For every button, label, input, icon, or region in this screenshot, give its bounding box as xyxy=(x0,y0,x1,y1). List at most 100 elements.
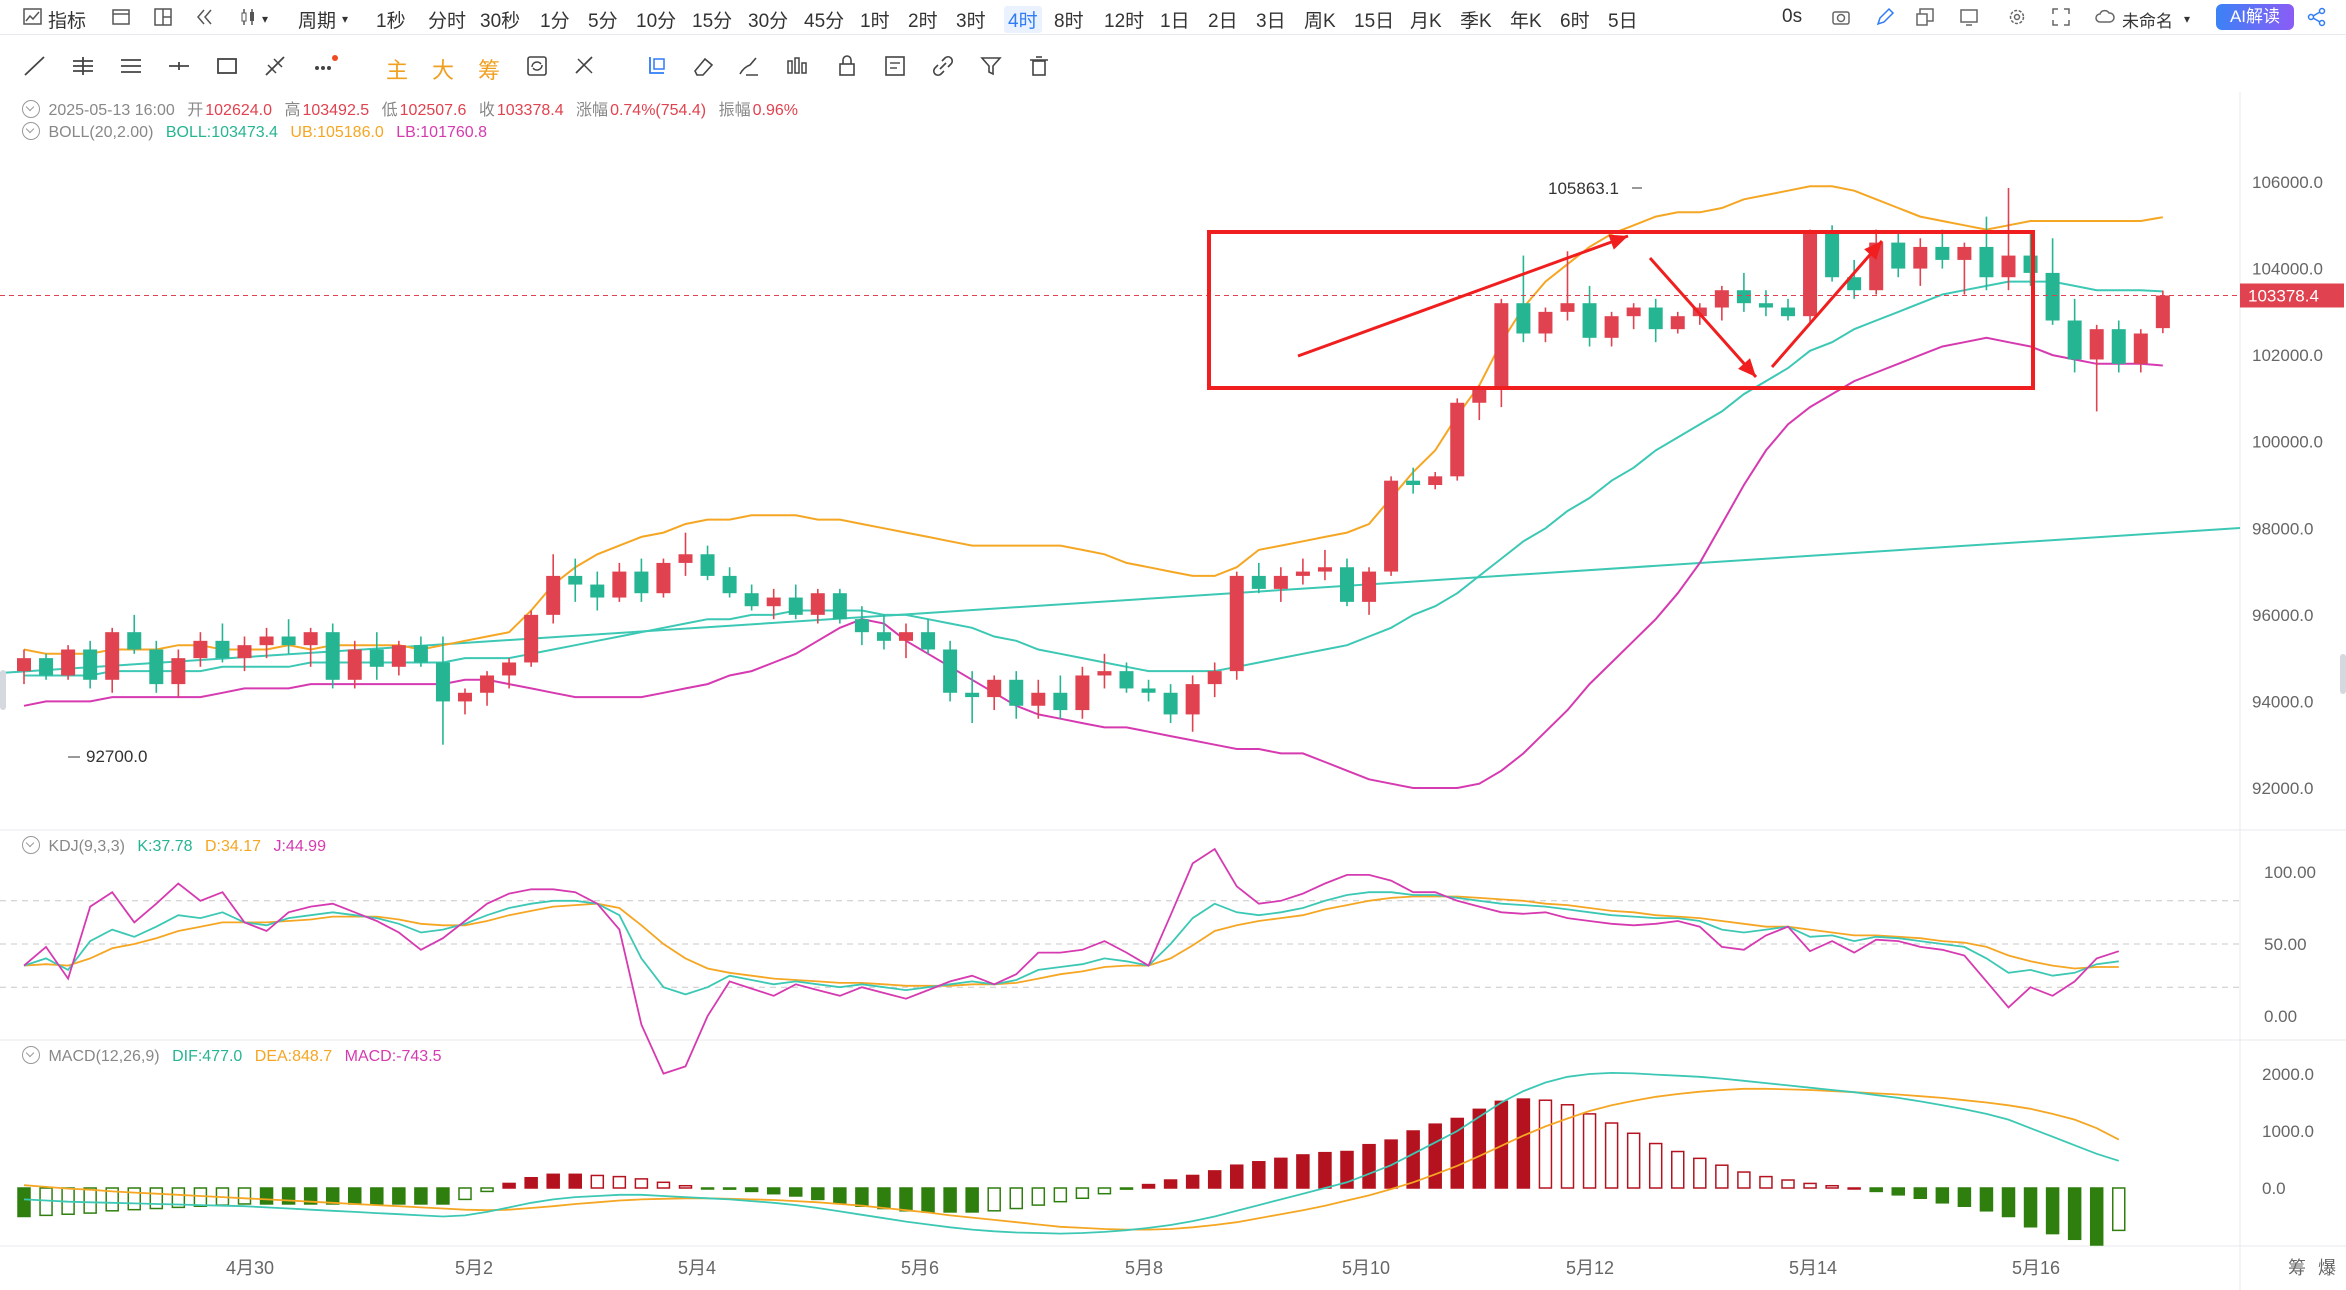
candle-body xyxy=(1582,303,1597,338)
candle-body xyxy=(899,632,913,641)
trash-icon[interactable] xyxy=(1026,53,1052,79)
gear-icon[interactable] xyxy=(2006,6,2028,28)
period-chevron-down-icon[interactable]: ▾ xyxy=(342,12,349,26)
candle-body xyxy=(171,658,186,685)
macd-histogram-bar xyxy=(1671,1150,1685,1189)
rectangle-icon[interactable] xyxy=(214,53,240,79)
period-0[interactable]: 1秒 xyxy=(376,11,406,32)
macd-histogram-bar xyxy=(1803,1182,1817,1189)
candle-body xyxy=(1317,567,1332,572)
macd-histogram-bar xyxy=(1163,1179,1178,1189)
candle-body xyxy=(480,675,495,693)
period-21[interactable]: 季K xyxy=(1460,11,1492,32)
collapse-icon[interactable] xyxy=(22,122,40,140)
tools-icon[interactable] xyxy=(572,53,598,79)
camera-icon[interactable] xyxy=(1830,6,1852,28)
period-7[interactable]: 30分 xyxy=(748,11,789,32)
period-3[interactable]: 1分 xyxy=(540,11,570,32)
period-24[interactable]: 5日 xyxy=(1608,11,1638,32)
fullscreen-icon[interactable] xyxy=(2050,6,2072,28)
drawn-rectangle xyxy=(1207,230,2035,390)
indicator-button[interactable]: 指标 xyxy=(48,11,87,32)
chevron-down-icon[interactable]: ▾ xyxy=(262,12,269,26)
period-12[interactable]: 4时 xyxy=(1004,6,1042,33)
period-16[interactable]: 2日 xyxy=(1208,11,1238,32)
macd-histogram-bar xyxy=(1119,1187,1134,1190)
layout-name-dropdown[interactable]: 未命名 xyxy=(2122,12,2173,31)
indicator-icon[interactable] xyxy=(22,6,44,28)
layout-icon[interactable] xyxy=(152,6,174,28)
period-18[interactable]: 周K xyxy=(1304,11,1336,32)
period-11[interactable]: 3时 xyxy=(956,11,986,32)
link-icon[interactable] xyxy=(930,53,956,79)
period-23[interactable]: 6时 xyxy=(1560,11,1590,32)
period-4[interactable]: 5分 xyxy=(588,11,618,32)
overlay-toggle-1[interactable]: 大 xyxy=(432,58,455,83)
period-2[interactable]: 30秒 xyxy=(480,11,521,32)
horizontal-line-icon[interactable] xyxy=(166,53,192,79)
rewind-icon[interactable] xyxy=(194,6,216,28)
copy-window-icon[interactable] xyxy=(1914,6,1936,28)
calendar-icon[interactable] xyxy=(110,6,132,28)
macd-histogram-bar xyxy=(1450,1117,1464,1189)
price-tick-label: 106000.0 xyxy=(2252,173,2323,192)
low-marker-label: 92700.0 xyxy=(86,747,147,766)
candle-body xyxy=(105,632,120,680)
collapse-icon[interactable] xyxy=(22,1046,40,1064)
time-tick-label: 5月8 xyxy=(1125,1258,1163,1278)
share-icon[interactable] xyxy=(2306,6,2328,28)
period-22[interactable]: 年K xyxy=(1510,11,1542,32)
time-tick-label: 5月6 xyxy=(901,1258,939,1278)
period-17[interactable]: 3日 xyxy=(1256,11,1286,32)
cloud-icon[interactable] xyxy=(2094,6,2116,28)
boll-name[interactable]: BOLL(20,2.00) xyxy=(48,124,154,141)
candle-body xyxy=(1450,402,1465,477)
magnet-icon[interactable] xyxy=(644,53,670,79)
parallel-lines-icon[interactable] xyxy=(70,53,96,79)
period-15[interactable]: 1日 xyxy=(1160,11,1190,32)
sync-icon[interactable] xyxy=(524,53,550,79)
layout-chevron-down-icon[interactable]: ▾ xyxy=(2184,12,2191,26)
collapse-icon[interactable] xyxy=(22,100,40,118)
measure-icon[interactable] xyxy=(262,53,288,79)
candle-body xyxy=(83,649,98,680)
period-9[interactable]: 1时 xyxy=(860,11,890,32)
candle-body xyxy=(1935,246,1950,260)
display-settings-icon[interactable] xyxy=(1958,6,1980,28)
period-13[interactable]: 8时 xyxy=(1054,11,1084,32)
overlay-toggle-2[interactable]: 筹 xyxy=(478,58,501,83)
fib-lines-icon[interactable] xyxy=(118,53,144,79)
more-tools-icon[interactable] xyxy=(312,53,338,79)
candle-body xyxy=(1009,679,1024,706)
period-button[interactable]: 周期 xyxy=(298,11,337,32)
eraser-icon[interactable] xyxy=(690,53,716,79)
filter-icon[interactable] xyxy=(978,53,1004,79)
lock-icon[interactable] xyxy=(834,53,860,79)
macd-histogram-bar xyxy=(1825,1184,1839,1189)
brush-icon[interactable] xyxy=(736,53,762,79)
trend-line-icon[interactable] xyxy=(22,53,48,79)
candle-type-icon[interactable] xyxy=(238,6,260,28)
period-5[interactable]: 10分 xyxy=(636,11,677,32)
candle-body xyxy=(1516,303,1531,334)
kdj-name[interactable]: KDJ(9,3,3) xyxy=(48,838,125,855)
chart-type-icon[interactable] xyxy=(784,53,810,79)
period-6[interactable]: 15分 xyxy=(692,11,733,32)
overlay-toggle-0[interactable]: 主 xyxy=(386,58,409,83)
pencil-icon[interactable] xyxy=(1874,6,1896,28)
period-14[interactable]: 12时 xyxy=(1104,11,1145,32)
macd-histogram-bar xyxy=(1560,1104,1575,1189)
period-8[interactable]: 45分 xyxy=(804,11,845,32)
ai-analysis-button[interactable]: AI解读 xyxy=(2216,4,2294,30)
period-19[interactable]: 15日 xyxy=(1354,11,1395,32)
candle-body xyxy=(281,636,296,646)
period-10[interactable]: 2时 xyxy=(908,11,938,32)
candle-body xyxy=(1163,692,1178,715)
macd-name[interactable]: MACD(12,26,9) xyxy=(48,1048,160,1065)
candle-body xyxy=(1229,575,1244,672)
collapse-icon[interactable] xyxy=(22,836,40,854)
note-icon[interactable] xyxy=(882,53,908,79)
period-20[interactable]: 月K xyxy=(1410,11,1442,32)
period-1[interactable]: 分时 xyxy=(428,11,467,32)
